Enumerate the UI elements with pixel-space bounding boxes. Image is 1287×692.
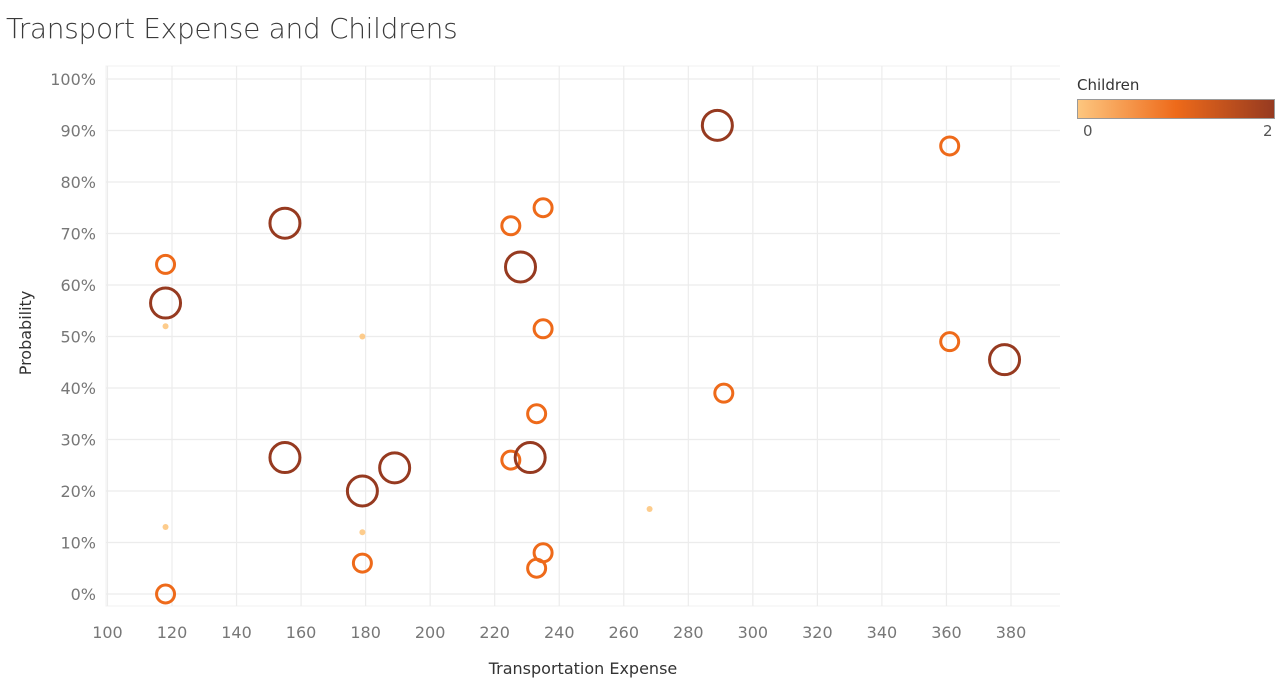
x-axis-ticks: 100 120 140 160 180 200 220 240 260 280 300 320 340 3…: [92, 623, 1026, 642]
x-tick-label: 180: [350, 623, 381, 642]
data-point[interactable]: [351, 552, 373, 574]
data-point[interactable]: [162, 524, 169, 531]
chart-title: Transport Expense and Childrens: [6, 12, 458, 45]
data-point[interactable]: [646, 506, 653, 513]
data-point[interactable]: [532, 318, 554, 340]
y-tick-label: 10%: [60, 534, 96, 553]
x-tick-label: 340: [867, 623, 898, 642]
x-tick-label: 160: [286, 623, 317, 642]
data-point[interactable]: [504, 250, 538, 284]
data-point[interactable]: [713, 382, 735, 404]
y-tick-label: 60%: [60, 276, 96, 295]
legend-max-label: 2: [1263, 122, 1273, 140]
x-tick-label: 140: [221, 623, 252, 642]
data-point[interactable]: [939, 135, 961, 157]
y-tick-label: 40%: [60, 379, 96, 398]
legend-min-label: 0: [1083, 122, 1093, 140]
x-axis-title: Transportation Expense: [488, 659, 678, 678]
data-point[interactable]: [700, 108, 734, 142]
scatter-chart: 100 120 140 160 180 200 220 240 260 280 300 320 340 3…: [16, 65, 1060, 678]
y-axis-ticks: 0% 10% 20% 30% 40% 50% 60% 70% 80% 90% 100%: [50, 70, 96, 604]
x-tick-label: 100: [92, 623, 123, 642]
data-point[interactable]: [149, 286, 183, 320]
data-point[interactable]: [359, 333, 366, 340]
data-point[interactable]: [155, 583, 177, 605]
y-tick-label: 30%: [60, 431, 96, 450]
x-tick-label: 320: [802, 623, 833, 642]
data-point[interactable]: [988, 343, 1022, 377]
x-tick-label: 120: [157, 623, 188, 642]
data-point[interactable]: [532, 542, 554, 564]
x-tick-label: 300: [738, 623, 769, 642]
data-point[interactable]: [162, 323, 169, 330]
gridlines: [105, 65, 1060, 607]
data-points: [149, 108, 1022, 605]
x-tick-label: 240: [544, 623, 575, 642]
data-point[interactable]: [500, 215, 522, 237]
data-point[interactable]: [155, 253, 177, 275]
x-tick-label: 200: [415, 623, 446, 642]
y-tick-label: 50%: [60, 328, 96, 347]
data-point[interactable]: [359, 529, 366, 536]
legend-color-ramp: [1077, 99, 1275, 119]
data-point[interactable]: [378, 451, 412, 485]
y-tick-label: 90%: [60, 122, 96, 141]
x-tick-label: 220: [479, 623, 510, 642]
x-tick-label: 360: [931, 623, 962, 642]
y-tick-label: 100%: [50, 70, 96, 89]
y-axis-title: Probability: [16, 291, 35, 376]
data-point[interactable]: [268, 206, 302, 240]
data-point[interactable]: [500, 449, 522, 471]
data-point[interactable]: [532, 197, 554, 219]
x-tick-label: 280: [673, 623, 704, 642]
color-legend: Children 0 2: [1077, 76, 1282, 142]
data-point[interactable]: [939, 331, 961, 353]
x-tick-label: 260: [608, 623, 639, 642]
legend-title: Children: [1077, 76, 1140, 94]
y-tick-label: 20%: [60, 482, 96, 501]
data-point[interactable]: [268, 441, 302, 475]
data-point[interactable]: [526, 403, 548, 425]
x-tick-label: 380: [996, 623, 1027, 642]
y-tick-label: 70%: [60, 225, 96, 244]
y-tick-label: 80%: [60, 173, 96, 192]
data-point[interactable]: [513, 441, 547, 475]
y-tick-label: 0%: [71, 585, 96, 604]
data-point[interactable]: [345, 474, 379, 508]
